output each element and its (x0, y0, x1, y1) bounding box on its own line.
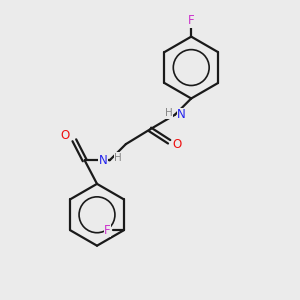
Text: O: O (173, 138, 182, 151)
Text: O: O (61, 129, 70, 142)
Text: N: N (99, 154, 108, 167)
Text: H: H (114, 153, 122, 163)
Text: F: F (104, 224, 111, 237)
Text: H: H (165, 108, 172, 118)
Text: N: N (177, 108, 186, 121)
Text: F: F (188, 14, 194, 27)
